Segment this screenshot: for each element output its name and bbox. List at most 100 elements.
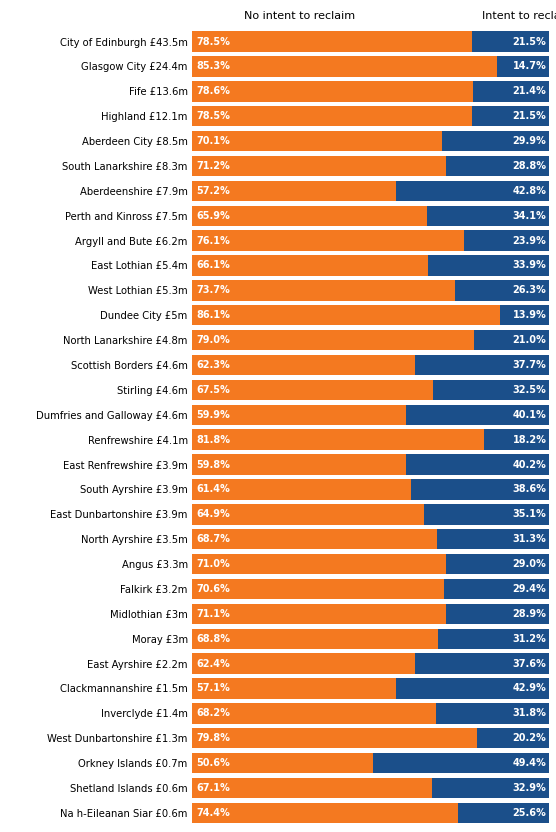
Bar xyxy=(477,728,549,749)
Text: 37.7%: 37.7% xyxy=(513,360,547,370)
Bar xyxy=(500,305,549,325)
Bar xyxy=(473,106,549,126)
Bar xyxy=(192,354,415,375)
Text: 42.9%: 42.9% xyxy=(513,684,547,694)
Text: 42.8%: 42.8% xyxy=(513,186,547,196)
Bar xyxy=(192,156,446,176)
Text: 32.9%: 32.9% xyxy=(513,783,547,793)
Text: 21.5%: 21.5% xyxy=(513,37,547,47)
Text: 61.4%: 61.4% xyxy=(196,484,230,494)
Text: 73.7%: 73.7% xyxy=(196,285,230,295)
Bar xyxy=(473,32,549,52)
Text: 81.8%: 81.8% xyxy=(196,434,230,444)
Bar xyxy=(436,703,549,724)
Text: 21.4%: 21.4% xyxy=(513,87,547,97)
Text: 59.8%: 59.8% xyxy=(196,459,230,469)
Text: 18.2%: 18.2% xyxy=(513,434,547,444)
Bar xyxy=(192,753,373,773)
Bar xyxy=(192,554,446,574)
Text: 28.9%: 28.9% xyxy=(513,609,547,619)
Text: 68.2%: 68.2% xyxy=(196,708,230,718)
Text: 14.7%: 14.7% xyxy=(513,62,547,72)
Bar xyxy=(192,454,406,475)
Bar xyxy=(192,379,433,400)
Text: 62.3%: 62.3% xyxy=(196,360,230,370)
Text: 78.5%: 78.5% xyxy=(196,37,230,47)
Bar xyxy=(473,82,549,102)
Bar xyxy=(444,579,549,599)
Text: 67.1%: 67.1% xyxy=(196,783,230,793)
Bar xyxy=(431,778,549,798)
Text: 29.4%: 29.4% xyxy=(513,584,547,594)
Text: 68.7%: 68.7% xyxy=(196,534,230,544)
Bar xyxy=(438,529,549,549)
Text: 29.9%: 29.9% xyxy=(513,136,547,146)
Bar xyxy=(192,330,474,350)
Text: 25.6%: 25.6% xyxy=(513,808,547,818)
Bar xyxy=(192,653,415,674)
Text: No intent to reclaim: No intent to reclaim xyxy=(244,11,355,21)
Text: 79.0%: 79.0% xyxy=(196,335,230,345)
Text: 62.4%: 62.4% xyxy=(196,659,230,669)
Text: 37.6%: 37.6% xyxy=(513,659,547,669)
Bar xyxy=(192,728,477,749)
Text: 71.1%: 71.1% xyxy=(196,609,230,619)
Text: 57.1%: 57.1% xyxy=(196,684,230,694)
Text: 21.5%: 21.5% xyxy=(513,111,547,121)
Bar xyxy=(192,280,455,300)
Text: 49.4%: 49.4% xyxy=(513,758,547,768)
Bar xyxy=(415,653,549,674)
Text: 70.1%: 70.1% xyxy=(196,136,230,146)
Text: 31.8%: 31.8% xyxy=(513,708,547,718)
Text: 13.9%: 13.9% xyxy=(513,310,547,320)
Text: 70.6%: 70.6% xyxy=(196,584,230,594)
Text: 35.1%: 35.1% xyxy=(513,509,547,519)
Text: 29.0%: 29.0% xyxy=(513,559,547,569)
Bar xyxy=(192,131,443,151)
Bar xyxy=(433,379,549,400)
Text: 86.1%: 86.1% xyxy=(196,310,230,320)
Text: 59.9%: 59.9% xyxy=(196,410,230,420)
Bar xyxy=(192,230,464,250)
Text: 78.5%: 78.5% xyxy=(196,111,230,121)
Text: 23.9%: 23.9% xyxy=(513,235,547,245)
Bar xyxy=(443,131,549,151)
Text: 31.2%: 31.2% xyxy=(513,634,547,644)
Text: 38.6%: 38.6% xyxy=(513,484,547,494)
Bar xyxy=(192,429,484,450)
Text: 71.0%: 71.0% xyxy=(196,559,230,569)
Bar xyxy=(192,106,473,126)
Bar xyxy=(484,429,549,450)
Bar xyxy=(192,82,473,102)
Text: 79.8%: 79.8% xyxy=(196,733,230,743)
Text: 71.2%: 71.2% xyxy=(196,161,230,171)
Bar xyxy=(446,604,549,624)
Text: 85.3%: 85.3% xyxy=(196,62,230,72)
Bar xyxy=(464,230,549,250)
Bar xyxy=(406,404,549,425)
Text: 67.5%: 67.5% xyxy=(196,385,230,395)
Bar xyxy=(192,479,411,500)
Text: 28.8%: 28.8% xyxy=(513,161,547,171)
Bar xyxy=(396,678,549,699)
Bar xyxy=(192,255,428,275)
Text: 33.9%: 33.9% xyxy=(513,260,547,270)
Bar xyxy=(192,504,424,524)
Text: 57.2%: 57.2% xyxy=(196,186,230,196)
Text: 31.3%: 31.3% xyxy=(513,534,547,544)
Bar xyxy=(396,181,549,201)
Bar xyxy=(192,803,458,823)
Text: 20.2%: 20.2% xyxy=(513,733,547,743)
Bar xyxy=(192,579,444,599)
Bar xyxy=(428,255,549,275)
Bar xyxy=(428,206,549,226)
Text: 50.6%: 50.6% xyxy=(196,758,230,768)
Text: 26.3%: 26.3% xyxy=(513,285,547,295)
Bar xyxy=(446,156,549,176)
Text: Intent to reclaim: Intent to reclaim xyxy=(481,11,556,21)
Bar xyxy=(192,778,431,798)
Text: 34.1%: 34.1% xyxy=(513,210,547,220)
Text: 40.1%: 40.1% xyxy=(513,410,547,420)
Bar xyxy=(411,479,549,500)
Bar xyxy=(192,206,428,226)
